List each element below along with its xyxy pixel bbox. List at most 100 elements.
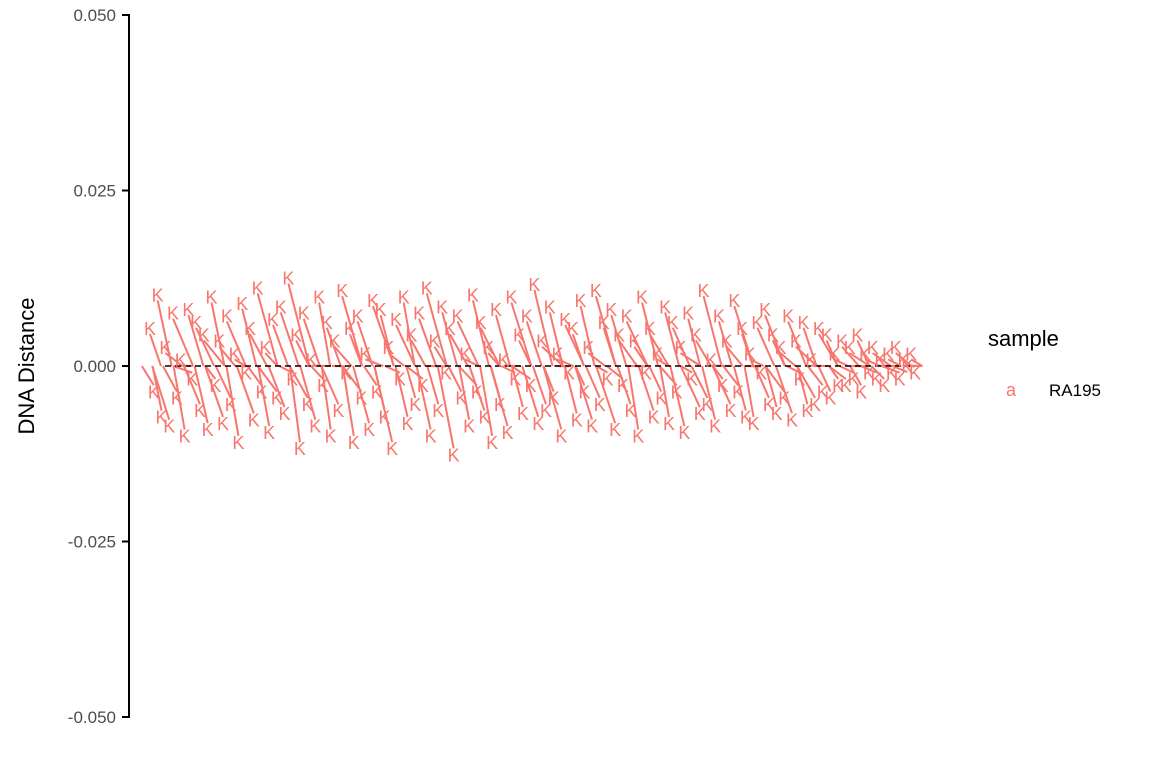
connector-segment [299,365,317,420]
point-label: K [847,370,859,390]
connector-segment [627,365,640,430]
point-label: K [148,382,160,402]
connector-segment [702,295,723,367]
point-label: K [382,338,394,358]
point-label: K [294,439,306,459]
connector-segment [856,339,871,367]
point-label: K [724,401,736,421]
connector-segment [218,346,236,367]
connector-segment [787,321,808,367]
connector-segment [149,333,162,367]
connector-segment [664,312,681,367]
point-label: K [309,417,321,437]
connector-segment [743,365,755,418]
legend-key-glyph: a [1006,380,1017,400]
point-label: K [425,426,437,446]
point-label: K [682,304,694,324]
connector-segment [574,365,594,420]
connector-segment [172,365,193,374]
point-label: K [175,351,187,371]
connector-segment [410,339,427,367]
point-label: K [313,288,325,308]
connector-segment [802,327,818,367]
connector-segment [828,365,847,380]
point-label: K [359,344,371,364]
point-label: K [375,300,387,320]
point-label: K [748,414,760,434]
point-label: K [555,426,567,446]
point-label: K [644,319,656,339]
point-label: K [363,420,375,440]
connector-segment [775,365,793,414]
connector-segment [402,302,416,367]
connector-segment [833,358,849,367]
connector-segment [717,321,733,367]
point-label: K [905,344,917,364]
point-label: K [713,306,725,326]
connector-segment [295,339,310,367]
point-label: K [152,285,164,305]
connector-segment [362,365,378,386]
connector-segment [302,318,321,367]
point-label: K [544,297,556,317]
point-label: K [332,401,344,421]
connector-segment [458,365,478,386]
point-label: K [536,332,548,352]
point-label: K [144,319,156,339]
connector-segment [764,365,786,393]
legend: sample a RA195 [988,326,1101,400]
point-label: K [859,344,871,364]
point-label: K [863,363,875,383]
point-label: K [559,310,571,330]
connector-segment [468,365,486,411]
connector-segment [571,333,585,367]
connector-segment [910,358,923,367]
connector-segment [448,333,469,367]
connector-segment [532,365,547,405]
point-label: K [267,310,279,330]
point-label: K [517,404,529,424]
connector-segment [479,365,494,436]
connector-segment [210,302,226,367]
point-label: K [421,278,433,298]
point-label: K [567,319,579,339]
connector-segment [849,365,863,386]
connector-segment [288,365,309,399]
connector-segment [849,352,871,367]
point-label: K [540,401,552,421]
point-label: K [617,376,629,396]
connector-segment [257,365,271,427]
connector-segment [193,365,209,424]
point-label: K [325,426,337,446]
connector-segment [318,302,332,367]
point-label: K [475,313,487,333]
connector-segment [225,321,247,367]
legend-entry-label: RA195 [1049,381,1101,400]
point-label: K [844,338,856,358]
connector-segment [511,365,532,380]
point-label: K [171,389,183,409]
point-label: K [871,370,883,390]
point-label: K [763,395,775,415]
point-label: K [240,363,252,383]
point-label: K [717,376,729,396]
point-label: K [671,382,683,402]
point-label: K [182,300,194,320]
connector-segment [679,352,702,367]
connector-segment [249,333,268,367]
point-label: K [882,344,894,364]
connector-segment [786,365,801,374]
y-tick-label: 0.000 [73,357,116,376]
connector-segment [648,333,670,367]
point-label: K [636,288,648,308]
connector-segment [187,314,205,367]
connector-segment [394,365,409,418]
y-tick-label: -0.050 [68,708,116,727]
connector-segment [387,352,405,367]
connector-segment [415,365,432,430]
connector-segment [656,358,669,367]
point-label: K [455,389,467,409]
point-label: K [486,433,498,453]
point-label: K [728,291,740,311]
point-label: K [436,297,448,317]
